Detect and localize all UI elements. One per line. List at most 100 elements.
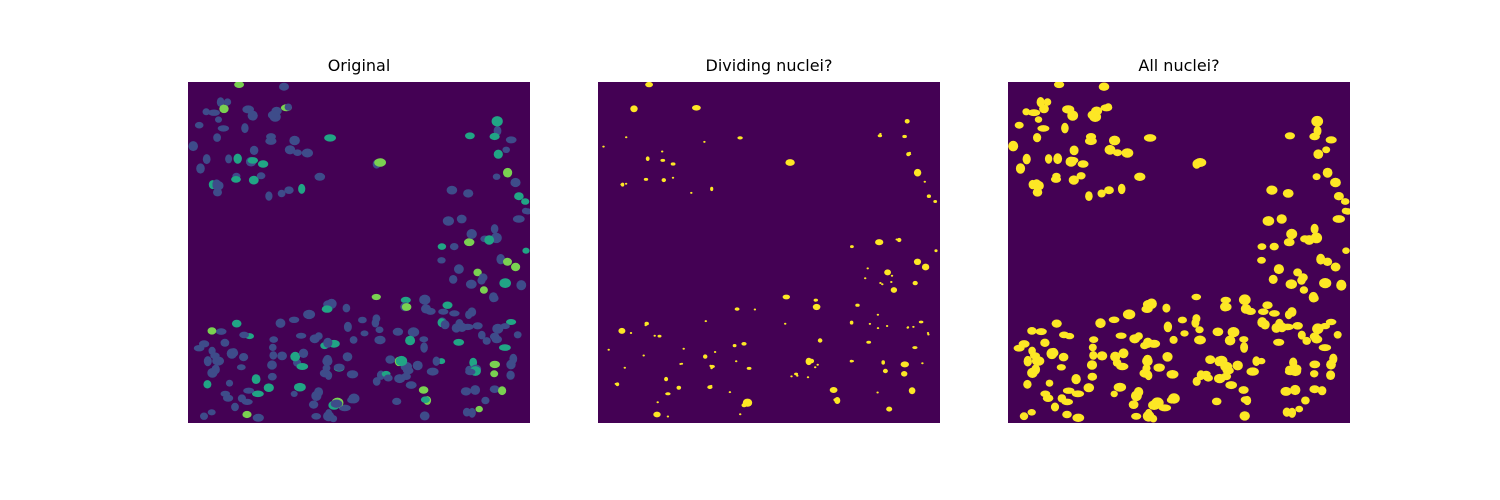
nucleus	[506, 370, 515, 380]
mask-speckle	[921, 362, 924, 365]
dividing-nucleus-mask	[741, 342, 747, 346]
nucleus	[464, 238, 475, 247]
nucleus-mask	[1257, 243, 1267, 251]
nucleus	[266, 133, 276, 141]
mask-speckle	[787, 161, 790, 164]
mask-speckle	[656, 401, 659, 404]
nucleus	[314, 172, 326, 181]
nucleus	[207, 409, 216, 416]
nucleus	[252, 390, 264, 398]
nucleus	[522, 247, 530, 254]
nucleus-mask	[1325, 136, 1337, 144]
nucleus	[503, 257, 512, 266]
mask-speckle	[735, 360, 738, 363]
nucleus-mask	[1298, 273, 1308, 282]
nucleus-mask	[1322, 146, 1331, 154]
nucleus-mask	[1276, 214, 1287, 224]
nucleus-mask	[1222, 366, 1234, 375]
nucleus	[207, 327, 217, 335]
nucleus-mask	[1252, 356, 1261, 367]
nucleus-mask	[1220, 296, 1231, 304]
nucleus-mask	[1062, 387, 1075, 394]
dividing-nucleus-mask	[742, 398, 753, 407]
nucleus-mask	[1095, 318, 1106, 329]
nucleus-mask	[1214, 373, 1226, 384]
mask-speckle	[790, 375, 793, 378]
nucleus-mask	[1288, 407, 1297, 418]
panel-dividing-nuclei: Dividing nuclei?	[598, 0, 940, 500]
panel-all-nuclei: All nuclei?	[1008, 0, 1350, 500]
nucleus-mask	[1077, 160, 1089, 168]
nucleus	[418, 386, 429, 394]
nucleus-mask	[1212, 327, 1224, 337]
mask-speckle	[728, 391, 732, 394]
nucleus	[405, 381, 417, 389]
nucleus-mask	[1131, 412, 1142, 420]
nucleus	[202, 108, 210, 116]
nucleus	[284, 103, 292, 111]
mask-speckle	[868, 322, 872, 325]
mask-speckle	[912, 325, 915, 328]
nucleus	[478, 330, 486, 340]
nucleus-mask	[1163, 321, 1173, 333]
dividing-nucleus-mask	[782, 294, 790, 300]
nucleus	[324, 134, 336, 142]
nucleus	[288, 316, 300, 323]
dividing-nucleus-mask	[908, 387, 916, 395]
nucleus	[329, 415, 338, 423]
nucleus	[375, 326, 384, 334]
nucleus	[512, 215, 525, 223]
dividing-nucleus-mask	[661, 178, 666, 183]
nucleus	[491, 116, 503, 127]
mask-speckle	[690, 191, 693, 194]
mask-speckle	[616, 383, 620, 386]
nucleus	[226, 348, 238, 359]
nucleus	[233, 153, 242, 164]
nucleus	[503, 167, 513, 178]
mask-speckle	[881, 283, 884, 286]
nucleus	[293, 149, 302, 156]
nucleus-mask	[1258, 308, 1269, 315]
nucleus-mask	[1018, 340, 1030, 348]
nucleus-mask	[1284, 310, 1293, 320]
nucleus-mask	[1071, 374, 1081, 385]
nucleus-mask	[1326, 370, 1336, 381]
nucleus-mask	[1061, 398, 1073, 406]
nucleus-mask	[1008, 140, 1019, 152]
mask-speckle	[923, 265, 926, 268]
mask-speckle	[624, 182, 628, 185]
dividing-nucleus-mask	[890, 287, 898, 293]
dividing-nucleus-mask	[866, 340, 872, 344]
nucleus	[420, 342, 428, 353]
dividing-nucleus-mask	[901, 371, 908, 377]
nucleus-mask	[1191, 293, 1202, 301]
nucleus-mask	[1034, 116, 1043, 123]
nucleus-mask	[1118, 348, 1129, 359]
nucleus	[338, 404, 351, 412]
nucleus-mask	[1309, 385, 1320, 394]
nucleus	[493, 149, 503, 159]
nucleus	[419, 336, 429, 343]
dividing-nucleus-mask	[664, 376, 669, 382]
nucleus	[231, 402, 239, 412]
nucleus	[188, 141, 198, 152]
nucleus-mask	[1211, 397, 1222, 406]
dividing-nucleus-mask	[794, 372, 799, 376]
mask-speckle	[710, 384, 713, 387]
nucleus-mask	[1110, 351, 1121, 362]
nucleus	[490, 370, 499, 378]
nucleus	[252, 413, 264, 422]
nucleus	[342, 303, 351, 313]
nucleus-mask	[1104, 144, 1116, 155]
dividing-nucleus-mask	[665, 392, 671, 396]
nucleus	[208, 109, 220, 116]
mask-speckle	[625, 136, 628, 139]
mask-speckle	[671, 176, 675, 179]
nucleus-mask	[1282, 189, 1294, 198]
nucleus	[482, 337, 491, 345]
nucleus	[225, 154, 233, 164]
dividing-nucleus-mask	[785, 159, 795, 166]
dividing-nucleus-mask	[734, 307, 740, 311]
nucleus	[213, 188, 222, 197]
nucleus-mask	[1033, 133, 1042, 143]
